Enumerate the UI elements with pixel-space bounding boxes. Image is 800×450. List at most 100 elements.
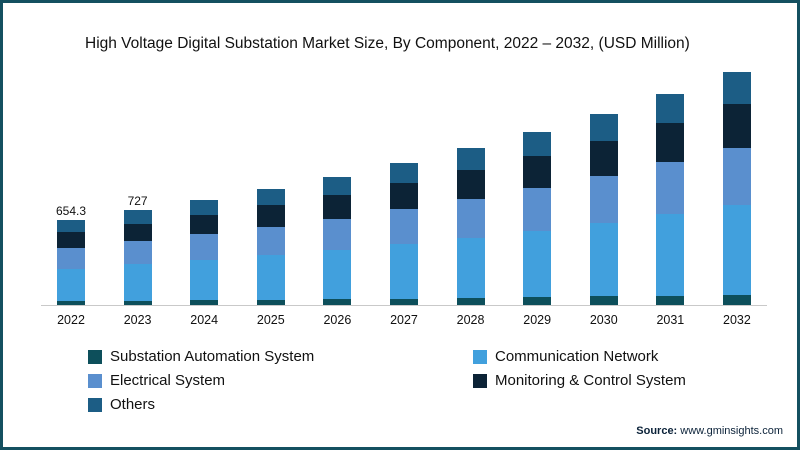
- bar-segment: [190, 234, 219, 261]
- bar-segment: [456, 298, 485, 305]
- bar-segment: [456, 170, 485, 200]
- legend: Substation Automation System Communicatio…: [88, 348, 686, 413]
- legend-item: Others: [88, 396, 473, 413]
- bar-segment: [523, 156, 552, 189]
- source-url: www.gminsights.com: [680, 425, 783, 437]
- x-tick-label-2025: 2025: [256, 313, 285, 327]
- stacked-bar-2029: [523, 132, 552, 305]
- x-tick-label-2027: 2027: [390, 313, 418, 327]
- bar-segment: [656, 162, 685, 215]
- bar-segment: [123, 300, 152, 305]
- bar-segment: [389, 183, 418, 210]
- bar-segment: [256, 189, 285, 206]
- bar-segment: [456, 148, 485, 171]
- bar-slot-2022: 654.3: [41, 63, 101, 305]
- stacked-bar-2024: [190, 200, 219, 305]
- legend-item: Substation Automation System: [88, 348, 473, 365]
- legend-swatch-icon: [88, 373, 102, 388]
- x-axis-line: [41, 305, 767, 306]
- bar-segment: [722, 104, 751, 148]
- bar-segment: [456, 237, 485, 298]
- x-tick-label-2023: 2023: [123, 313, 152, 327]
- bar-segment: [323, 249, 352, 300]
- x-tick-label-2028: 2028: [456, 313, 485, 327]
- bar-segment: [57, 220, 85, 233]
- bar-slot-2025: [241, 63, 301, 305]
- x-axis-labels: 2022 2023 2024 2025 2026 2027 2028 2029 2030 2031…: [41, 313, 767, 327]
- bar-segment: [190, 215, 219, 235]
- bar-segment: [722, 204, 751, 295]
- bar-segment: [722, 147, 751, 205]
- bar-segment: [323, 218, 352, 250]
- bar-segment: [57, 301, 85, 305]
- stacked-bar-2027: [389, 163, 418, 305]
- bar-segment: [456, 199, 485, 238]
- bar-segment: [589, 140, 618, 177]
- bar-segment: [589, 113, 618, 141]
- bar-segment: [323, 194, 352, 219]
- bar-segment: [389, 163, 418, 184]
- bar-slot-2028: [441, 63, 501, 305]
- bar-segment: [123, 210, 152, 224]
- x-tick-label-2029: 2029: [523, 313, 552, 327]
- legend-swatch-icon: [473, 373, 487, 388]
- stacked-bar-2025: [256, 189, 285, 305]
- bar-slot-2029: [507, 63, 567, 305]
- legend-label: Others: [110, 396, 156, 413]
- legend-item: Electrical System: [88, 372, 473, 389]
- x-tick-label-2024: 2024: [190, 313, 219, 327]
- legend-label: Electrical System: [110, 372, 226, 389]
- legend-item: Monitoring & Control System: [473, 372, 686, 389]
- x-tick-label-2032: 2032: [723, 313, 751, 327]
- bar-slot-2031: [640, 63, 700, 305]
- bar-segment: [190, 200, 219, 216]
- bar-slot-2030: [574, 63, 634, 305]
- bar-segment: [389, 209, 418, 245]
- bar-segment: [656, 93, 685, 124]
- stacked-bar-2026: [323, 176, 352, 305]
- bar-segment: [256, 205, 285, 227]
- bar-group: 654.3 727: [41, 63, 767, 305]
- bar-segment: [523, 297, 552, 305]
- bar-segment: [656, 295, 685, 305]
- bar-segment: [523, 230, 552, 298]
- bar-segment: [57, 232, 85, 248]
- bar-segment: [123, 223, 152, 242]
- bar-slot-2026: [307, 63, 367, 305]
- bar-value-label: 654.3: [55, 204, 87, 219]
- bar-segment: [656, 123, 685, 163]
- bar-segment: [722, 294, 751, 305]
- bar-slot-2032: [707, 63, 767, 305]
- bar-slot-2027: [374, 63, 434, 305]
- bar-segment: [656, 214, 685, 296]
- bar-segment: [256, 255, 285, 300]
- bar-segment: [57, 247, 85, 269]
- source-attribution: Source: www.gminsights.com: [636, 425, 783, 437]
- legend-label: Substation Automation System: [110, 348, 315, 365]
- bar-segment: [589, 222, 618, 297]
- stacked-bar-2031: [656, 93, 685, 305]
- legend-swatch-icon: [88, 397, 102, 412]
- bar-segment: [123, 264, 152, 301]
- stacked-bar-2028: [456, 148, 485, 305]
- bar-segment: [123, 241, 152, 265]
- x-tick-label-2031: 2031: [656, 313, 685, 327]
- bar-segment: [190, 260, 219, 301]
- plot-area: 654.3 727: [41, 63, 767, 305]
- legend-label: Monitoring & Control System: [495, 372, 686, 389]
- legend-label: Communication Network: [495, 348, 659, 365]
- legend-swatch-icon: [88, 349, 102, 364]
- bar-segment: [589, 176, 618, 223]
- bar-segment: [523, 188, 552, 231]
- stacked-bar-2022: [57, 220, 85, 305]
- bar-segment: [57, 268, 85, 302]
- bar-segment: [389, 298, 418, 305]
- chart-title: High Voltage Digital Substation Market S…: [85, 35, 690, 52]
- bar-segment: [722, 71, 751, 105]
- x-tick-label-2030: 2030: [589, 313, 618, 327]
- bar-segment: [589, 296, 618, 305]
- bar-segment: [323, 299, 352, 305]
- legend-item: Communication Network: [473, 348, 686, 365]
- bar-segment: [323, 176, 352, 195]
